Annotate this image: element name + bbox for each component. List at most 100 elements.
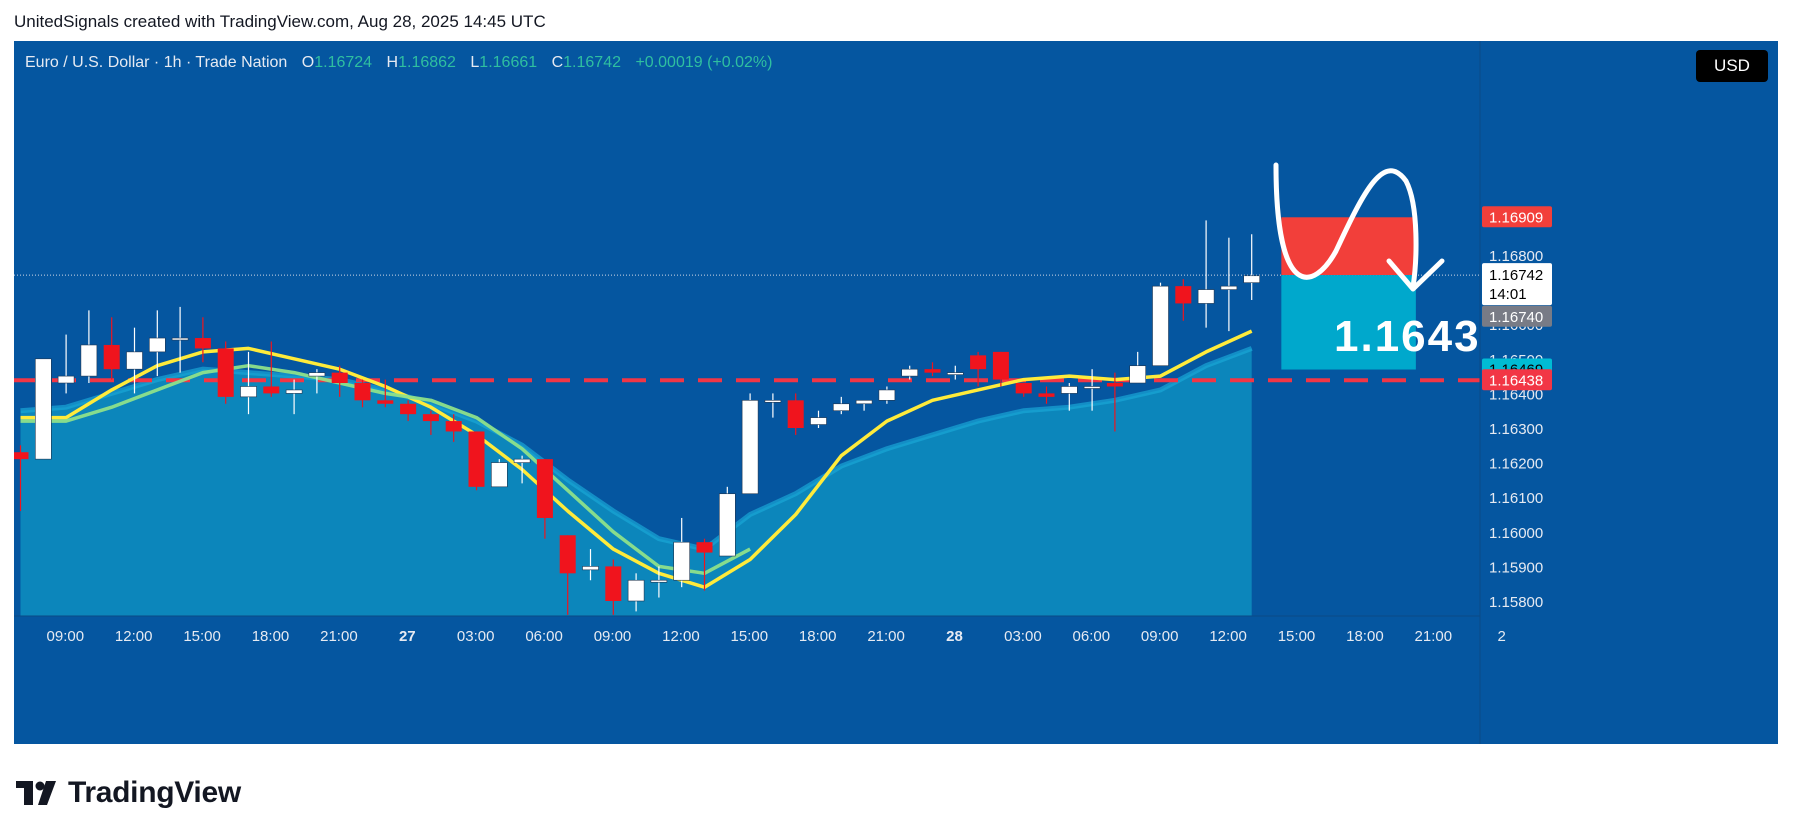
candle-body: [1038, 393, 1055, 397]
candle: [57, 334, 75, 394]
candle-body: [57, 375, 75, 384]
tradingview-logo-icon: [16, 781, 56, 805]
high-value: 1.16862: [398, 54, 456, 71]
last-price-badge: [1482, 263, 1552, 306]
candle-body: [1129, 365, 1146, 384]
candle: [445, 414, 462, 442]
candle-body: [696, 542, 713, 553]
candle-body: [855, 400, 873, 405]
price-badge: [1482, 206, 1552, 228]
candle-body: [400, 403, 417, 415]
candle-body: [627, 579, 645, 602]
candle: [354, 379, 371, 408]
area-fill: [20, 348, 1252, 616]
candle: [285, 379, 303, 415]
candle: [810, 410, 827, 428]
price-tick-label: 1.16300: [1489, 421, 1543, 438]
price-tick-label: 1.16100: [1489, 490, 1543, 507]
candle-body: [1106, 383, 1123, 387]
open-label: O: [301, 54, 315, 71]
candle-body: [650, 579, 668, 583]
candle: [605, 559, 622, 615]
candle-body: [582, 566, 599, 571]
time-tick-label: 12:00: [662, 628, 700, 645]
candle-body: [513, 458, 531, 463]
candle: [673, 517, 691, 588]
time-tick-label: 09:00: [594, 628, 632, 645]
candle-body: [878, 389, 896, 401]
time-tick-label: 03:00: [1004, 628, 1042, 645]
time-tick-label: 12:00: [1209, 628, 1247, 645]
candle-body: [970, 355, 987, 370]
candle: [1129, 351, 1146, 384]
close-label: C: [551, 54, 564, 71]
tradingview-brand[interactable]: TradingView: [16, 776, 241, 810]
currency-button[interactable]: USD: [1696, 50, 1768, 82]
candle-body: [741, 400, 759, 495]
curved-arrow-down-icon: [1273, 162, 1419, 290]
price-tick-label: 1.15800: [1489, 594, 1543, 611]
candle: [14, 445, 29, 512]
target-price-annotation: 1.1643: [1334, 312, 1481, 361]
candle: [878, 386, 896, 404]
price-tick-label: 1.16200: [1489, 456, 1543, 473]
candle: [832, 396, 850, 415]
candle-body: [764, 400, 782, 403]
time-tick-label: 2: [1498, 628, 1506, 645]
candle: [149, 310, 166, 377]
candle: [627, 573, 645, 612]
candle: [901, 365, 919, 380]
last-price-badge-text: 1.16742: [1489, 267, 1543, 284]
price-tick-label: 1.16400: [1489, 386, 1543, 403]
time-tick-label: 03:00: [457, 628, 495, 645]
time-tick-label: 21:00: [867, 628, 905, 645]
chart-attribution: UnitedSignals created with TradingView.c…: [14, 12, 546, 31]
candle-body: [80, 344, 98, 377]
candle-body: [331, 372, 348, 384]
candle: [1197, 220, 1215, 328]
candle-body: [605, 566, 622, 601]
candle-body: [673, 541, 691, 581]
candle: [1038, 386, 1055, 404]
candle: [34, 358, 52, 460]
candle-body: [1220, 285, 1238, 290]
candle: [1220, 237, 1238, 332]
candle-body: [1243, 275, 1260, 283]
candle-body: [263, 386, 280, 394]
time-tick-label: 09:00: [47, 628, 85, 645]
time-tick-label: 21:00: [1415, 628, 1453, 645]
candle: [490, 459, 508, 488]
plot-area: 1.1643: [14, 162, 1481, 616]
chart-panel[interactable]: 1.1643 1.15800 1.15900 1.16000 1.16100 1.1620…: [14, 41, 1778, 744]
candle-body: [946, 372, 964, 375]
countdown-text: 14:01: [1489, 286, 1527, 303]
candle: [536, 459, 553, 539]
candle: [559, 535, 576, 615]
candle: [787, 393, 804, 435]
candle: [194, 317, 211, 363]
candle-body: [1197, 289, 1215, 304]
candle: [855, 400, 873, 411]
candle-body: [559, 535, 576, 574]
candle-body: [445, 421, 462, 432]
candle-body: [1083, 386, 1101, 389]
candle: [992, 351, 1009, 387]
candlestick-chart[interactable]: 1.1643 1.15800 1.15900 1.16000 1.16100 1.1620…: [14, 41, 1778, 744]
candle: [171, 306, 189, 373]
candle-body: [1015, 383, 1032, 394]
candle: [970, 351, 987, 387]
candle: [1243, 234, 1260, 300]
change-value: +0.00019 (+0.02%): [635, 54, 773, 71]
candle: [263, 341, 280, 397]
candle: [422, 410, 439, 435]
close-value: 1.16742: [563, 54, 621, 71]
price-tick-label: 1.16800: [1489, 248, 1543, 265]
candle: [377, 379, 394, 408]
candle: [468, 431, 485, 491]
time-tick-label: 27: [399, 628, 416, 645]
candle: [718, 486, 736, 557]
candle: [696, 538, 713, 591]
candle-body: [1152, 285, 1169, 367]
candle-body: [354, 383, 371, 401]
candle-body: [924, 369, 941, 373]
